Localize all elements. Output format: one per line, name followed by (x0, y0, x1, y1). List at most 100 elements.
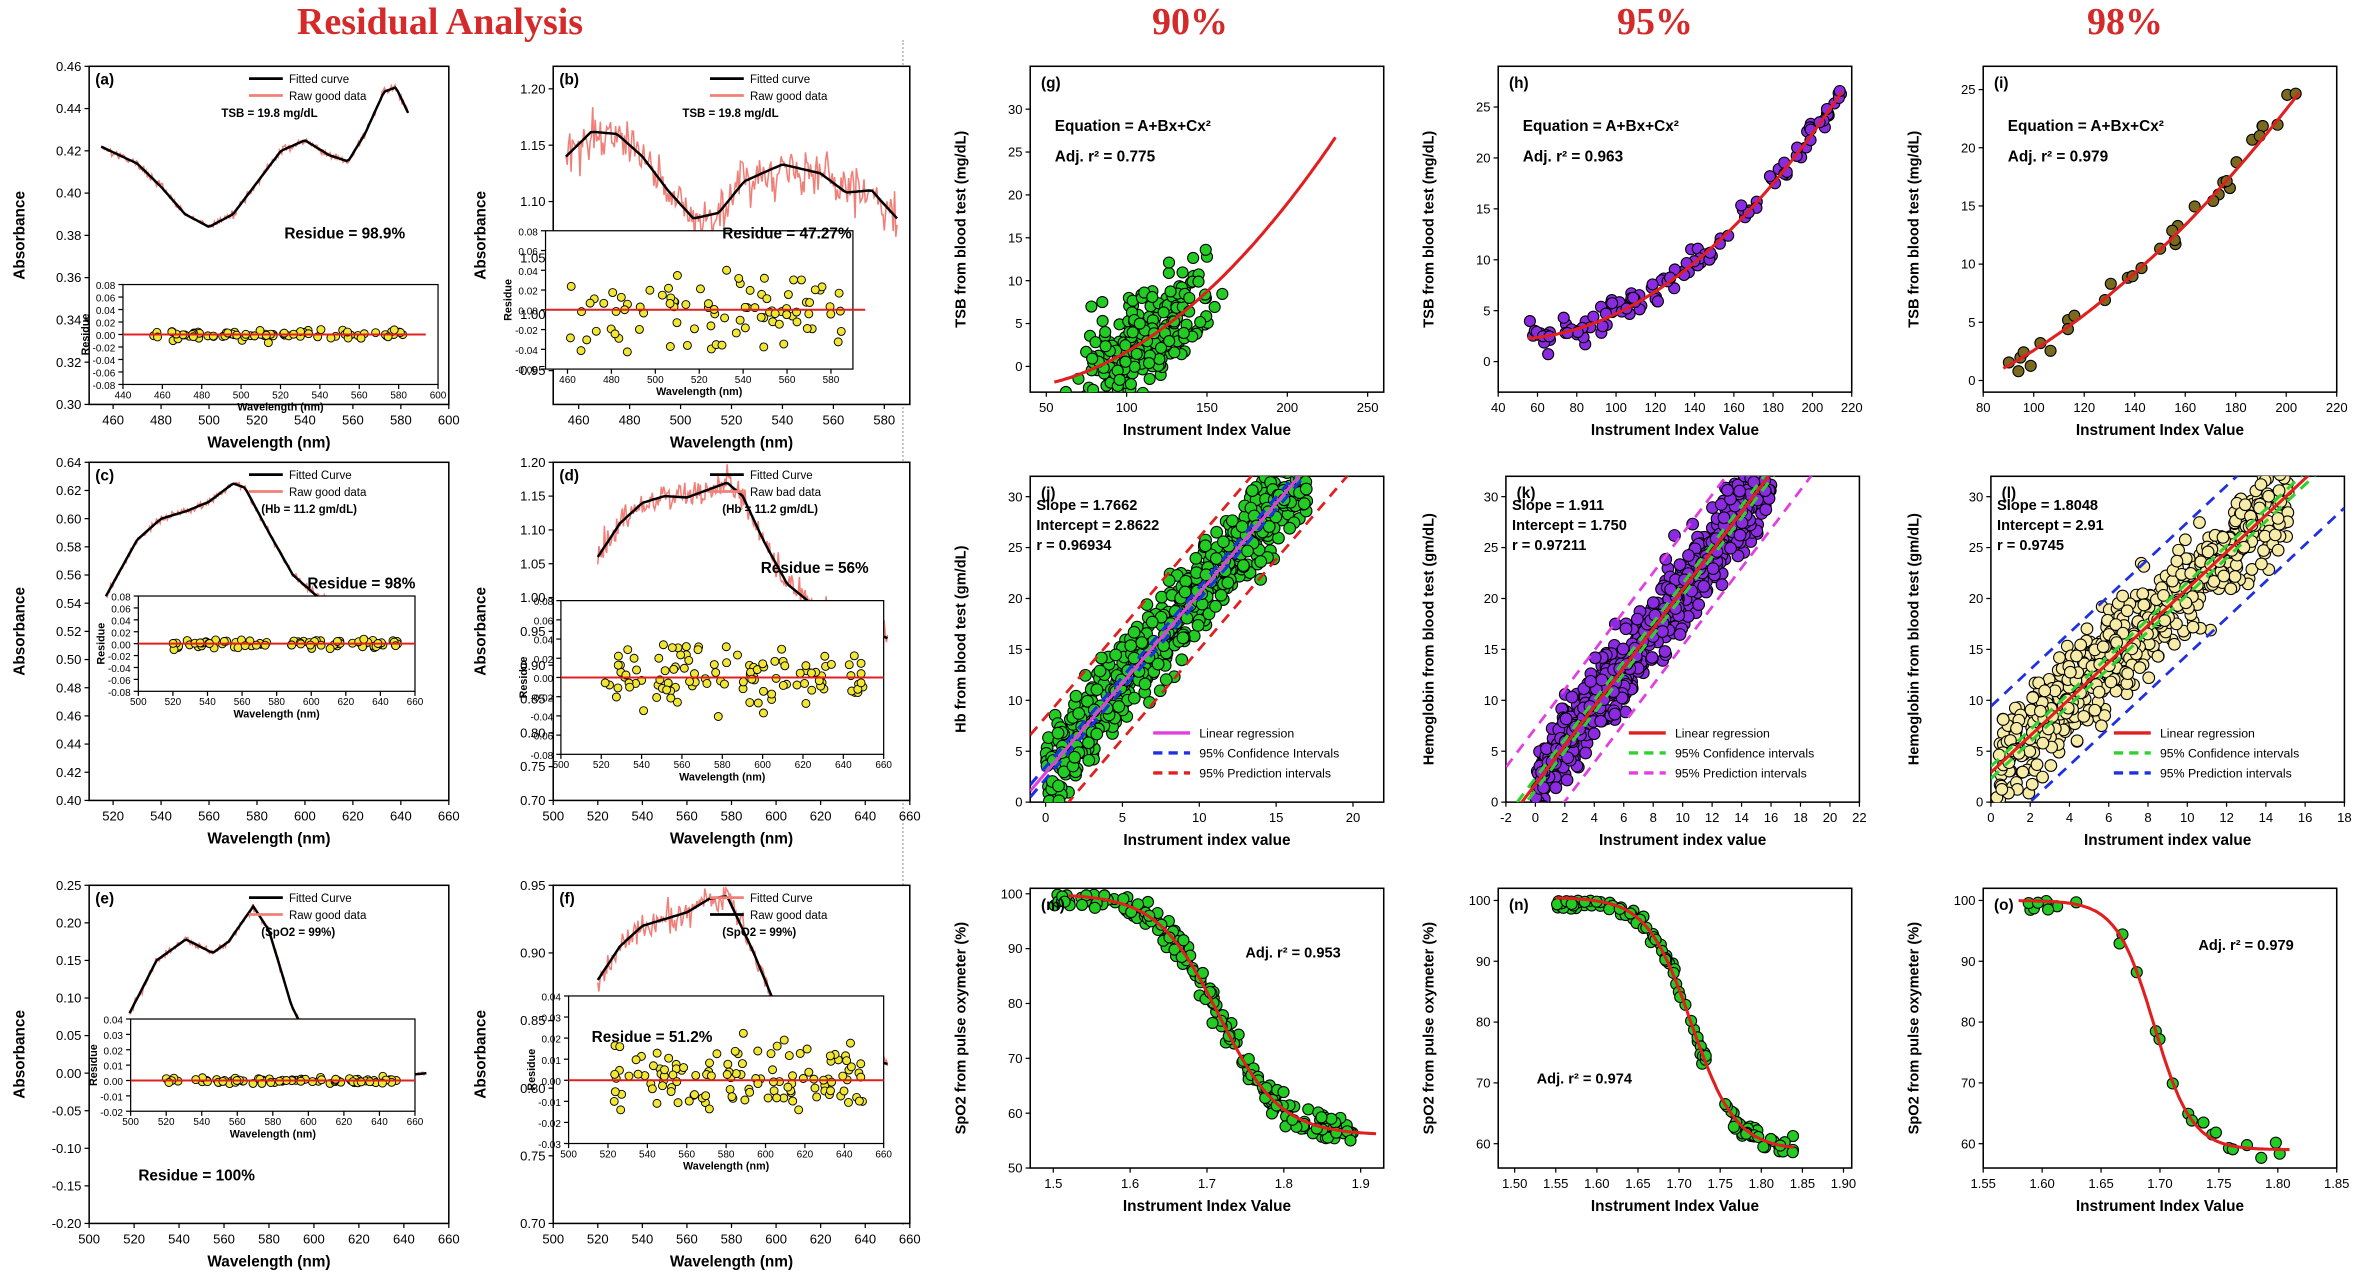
residue-point (810, 1083, 820, 1093)
y-tick-label-f-inset-6: 0.03 (542, 1014, 562, 1025)
residue-point (624, 1071, 634, 1081)
plot-frame-n (1497, 887, 1853, 1169)
y-axis-label-e: Absorbance (12, 1010, 29, 1099)
data-point (1606, 296, 1619, 309)
x-tick-label-g-3: 200 (1276, 400, 1298, 415)
panel-label-m: (m) (1041, 897, 1065, 914)
x-axis-label-e: Wavelength (nm) (207, 1253, 330, 1270)
data-point (1186, 251, 1199, 264)
y-tick-label-a-8: 0.46 (56, 59, 81, 74)
x-axis-label-a: Wavelength (nm) (207, 434, 330, 451)
data-point (1646, 278, 1659, 291)
data-point (1198, 539, 1212, 553)
data-point (1126, 326, 1139, 339)
data-point (2025, 691, 2039, 705)
residue-point (654, 654, 664, 664)
y-tick-label-l-1: 5 (1975, 744, 1982, 759)
residue-point (657, 290, 667, 300)
y-tick-label-c-1: 0.42 (56, 765, 81, 780)
y-tick-label-b-4: 1.15 (520, 138, 545, 153)
x-tick-label-i-1: 100 (2022, 400, 2044, 415)
y-axis-label-j: Hb from blood test (gm/dL) (953, 546, 969, 733)
x-tick-label-b-3: 520 (721, 412, 743, 427)
x-tick-label-c-3: 580 (246, 809, 268, 824)
data-point (1176, 631, 1189, 645)
panel-label-o: (o) (1993, 897, 2013, 914)
residue-point (826, 309, 836, 319)
y-tick-label-c-inset-6: 0.04 (111, 617, 131, 628)
legend-label-b-1: Raw good data (750, 91, 828, 103)
x-tick-label-g-4: 250 (1356, 400, 1378, 415)
x-tick-label-m-4: 1.9 (1351, 1176, 1369, 1191)
y-tick-label-k-2: 10 (1484, 693, 1499, 708)
data-point (1733, 484, 1747, 498)
data-point (1245, 484, 1259, 498)
residue-point (731, 328, 741, 338)
data-point (1731, 549, 1745, 563)
panel-k: -2 0 2 4 6 8 10 12 14 16 18 20 22051015202530Instrum… (1422, 461, 1867, 849)
data-point (2136, 560, 2150, 573)
data-point (2271, 544, 2285, 557)
residue-point (690, 1090, 700, 1100)
y-tick-label-e-inset-6: 0.04 (104, 1016, 124, 1027)
legend-label-l-1: 95% Confidence intervals (2159, 747, 2298, 761)
x-tick-label-a-inset-7: 580 (390, 390, 407, 401)
data-point (1205, 1016, 1219, 1030)
x-tick-label-d-inset-8: 660 (875, 760, 892, 771)
data-point (1673, 558, 1687, 572)
y-tick-label-o-1: 70 (1961, 1076, 1976, 1091)
x-tick-label-f-3: 560 (676, 1231, 698, 1246)
y-tick-label-b-0: 0.95 (520, 363, 545, 378)
x-tick-label-e-inset-0: 500 (122, 1117, 139, 1128)
data-point (2151, 650, 2164, 663)
y-tick-label-d-inset-6: 0.04 (534, 636, 554, 647)
y-tick-label-l-6: 30 (1968, 489, 1983, 504)
inset-residue-c: 500 520 540 560 580 600 620 640 660-0.08-0.06-0.… (96, 593, 424, 721)
residue-point (679, 664, 689, 674)
data-point (1236, 559, 1250, 572)
inset-residue-e: 500 520 540 560 580 600 620 640 660 -0.02 -0.01 0.0… (88, 1016, 424, 1141)
y-tick-label-a-inset-1: -0.06 (93, 368, 116, 379)
residue-point (622, 347, 632, 357)
x-tick-label-d-1: 520 (587, 809, 609, 824)
data-point (1282, 522, 1296, 535)
y-tick-label-c-inset-4: 0.00 (111, 641, 131, 652)
residue-annotation-f: Residue = 51.2% (592, 1029, 713, 1046)
x-tick-label-c-0: 520 (102, 809, 124, 824)
residue-point (684, 1096, 694, 1106)
y-tick-label-c-0: 0.40 (56, 793, 81, 808)
residue-point (683, 340, 692, 350)
fit-curve-i (2002, 91, 2300, 370)
residue-point (631, 1055, 641, 1065)
panel-i: 80 100 120 140 160 180 200 220 0 5 10 15 20 25 Instrum… (1906, 65, 2347, 439)
data-point (2035, 770, 2049, 784)
residue-point (745, 698, 755, 708)
data-point (2124, 642, 2138, 656)
x-tick-label-d-3: 560 (676, 809, 698, 824)
y-tick-label-h-5: 25 (1476, 99, 1491, 114)
residue-point (566, 281, 576, 291)
inset-x-axis-label-a: Wavelength (nm) (237, 401, 324, 413)
x-tick-label-o-1: 1.60 (2029, 1176, 2054, 1191)
data-point (1163, 617, 1177, 631)
y-axis-label-a: Absorbance (12, 190, 29, 279)
y-tick-label-d-inset-8: 0.08 (534, 598, 554, 609)
y-tick-label-a-inset-6: 0.04 (96, 306, 116, 317)
x-tick-label-a-inset-8: 600 (430, 390, 447, 401)
y-tick-label-b-inset-4: 0.02 (519, 286, 539, 297)
x-tick-label-i-3: 140 (2123, 400, 2145, 415)
x-axis-label-h: Instrument Index Value (1591, 422, 1760, 439)
data-point (1253, 555, 1267, 569)
residue-point (647, 1084, 657, 1094)
data-point (1759, 461, 1771, 473)
x-tick-label-f-8: 660 (899, 1231, 921, 1246)
x-tick-label-k-8: 14 (1735, 810, 1750, 825)
y-tick-label-l-3: 15 (1968, 642, 1983, 657)
residue-point (260, 641, 270, 650)
x-tick-label-c-6: 640 (390, 809, 412, 824)
stat-k-0: Slope = 1.911 (1512, 498, 1604, 514)
data-point (1096, 314, 1109, 327)
y-tick-label-i-1: 5 (1968, 315, 1975, 330)
data-layer-h (1524, 84, 1848, 361)
y-tick-label-a-inset-8: 0.08 (96, 281, 116, 292)
